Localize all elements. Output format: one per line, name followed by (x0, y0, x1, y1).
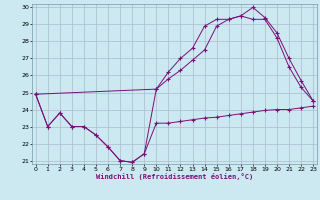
X-axis label: Windchill (Refroidissement éolien,°C): Windchill (Refroidissement éolien,°C) (96, 173, 253, 180)
